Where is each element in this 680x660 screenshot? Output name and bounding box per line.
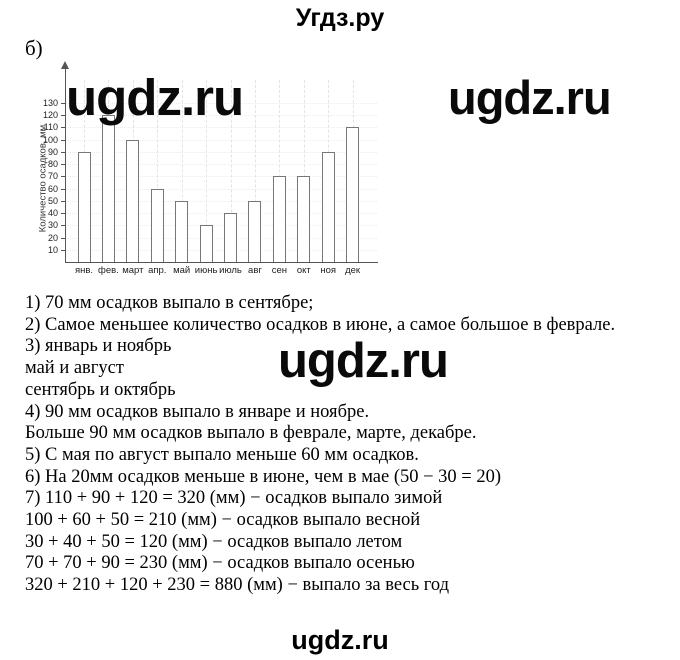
y-tick-mark — [61, 176, 66, 178]
bar-дек — [346, 127, 360, 262]
answer-line: 3) январь и ноябрь — [25, 336, 172, 357]
answer-line: май и август — [25, 358, 124, 379]
chart-watermark: ugdz.ru — [66, 69, 244, 126]
y-axis-arrow — [61, 61, 69, 69]
v-gridline — [181, 80, 183, 262]
answer-line: 30 + 40 + 50 = 120 (мм) − осадков выпало… — [25, 531, 403, 552]
y-tick-label: 110 — [43, 122, 58, 133]
v-gridline — [279, 80, 281, 262]
y-tick-mark — [61, 115, 66, 116]
h-gridline — [66, 200, 377, 202]
bar-окт — [297, 176, 311, 262]
h-gridline — [66, 188, 377, 190]
month-label: янв. — [74, 265, 94, 276]
precipitation-bar-chart: Количество осадков, мм 10 20 30 40 50 60 70 80 9… — [0, 55, 400, 295]
y-tick-label: 130 — [42, 97, 58, 108]
h-gridline — [66, 164, 377, 165]
y-tick-label: 30 — [47, 220, 58, 231]
answer-line: 1) 70 мм осадков выпало в сентябре; — [25, 293, 314, 313]
y-tick-label: 40 — [47, 208, 58, 218]
v-gridline — [303, 80, 305, 262]
y-tick-mark — [61, 102, 66, 104]
h-gridline — [66, 225, 377, 227]
h-gridline — [66, 102, 377, 104]
y-tick-label: 50 — [47, 195, 58, 206]
footer-watermark: ugdz.ru — [291, 625, 389, 655]
h-gridline — [66, 176, 377, 178]
y-tick-mark — [61, 127, 66, 129]
bar-март — [126, 139, 140, 262]
month-label: май — [173, 265, 191, 276]
month-label: дек — [345, 265, 361, 276]
answer-line: сентябрь и октябрь — [25, 379, 176, 400]
month-label: июнь — [194, 265, 218, 276]
month-label: апр. — [148, 265, 167, 276]
month-label: март — [122, 265, 144, 276]
answer-line: 5) С мая по август выпало меньше 60 мм о… — [25, 444, 419, 465]
answer-line: 4) 90 мм осадков выпало в январе и ноябр… — [25, 401, 370, 422]
y-tick-label: 70 — [47, 171, 58, 182]
h-gridline — [66, 151, 377, 153]
answer-line: 320 + 210 + 120 + 230 = 880 (мм) − выпал… — [25, 575, 450, 596]
y-tick-mark — [61, 249, 66, 251]
bar-апр — [150, 188, 164, 262]
bar-июль — [224, 213, 238, 262]
y-axis-line — [65, 69, 66, 262]
y-tick-mark — [61, 164, 66, 165]
answer-line: 2) Самое меньшее количество осадков в ию… — [25, 314, 616, 335]
bar-июнь — [199, 225, 213, 262]
x-axis-line — [65, 262, 378, 263]
bar-янв — [77, 151, 91, 262]
y-tick-mark — [61, 225, 66, 227]
month-label: фев. — [98, 265, 119, 276]
bar-сен — [272, 176, 286, 262]
y-tick-mark — [61, 151, 66, 153]
month-label: сен — [271, 265, 287, 276]
v-gridline — [254, 80, 256, 262]
h-gridline — [66, 249, 377, 251]
h-gridline — [66, 237, 377, 239]
v-gridline — [157, 80, 159, 262]
site-title-watermark: Угдз.ру — [295, 4, 385, 32]
h-gridline — [66, 213, 377, 214]
h-gridline — [66, 127, 377, 129]
right-watermark: ugdz.ru — [448, 71, 612, 124]
y-tick-label: 20 — [47, 232, 58, 243]
answers-block: 1) 70 мм осадков выпало в сентябре; 2) С… — [25, 293, 670, 597]
answer-line: 7) 110 + 90 + 120 = 320 (мм) − осадков в… — [25, 488, 443, 509]
answer-line: Больше 90 мм осадков выпало в феврале, м… — [25, 423, 477, 444]
y-tick-label: 80 — [47, 159, 58, 169]
h-gridline — [66, 139, 377, 141]
bar-авг — [248, 200, 262, 262]
answer-line: 6) На 20мм осадков меньше в июне, чем в … — [25, 466, 502, 487]
y-tick-label: 120 — [42, 110, 58, 120]
answer-line: 70 + 70 + 90 = 230 (мм) − осадков выпало… — [25, 553, 415, 574]
y-tick-mark — [61, 237, 66, 239]
y-tick-label: 100 — [42, 134, 58, 145]
month-label: окт — [296, 265, 311, 276]
y-tick-mark — [61, 139, 66, 141]
month-label: авг — [248, 265, 262, 276]
part-label: б) — [25, 36, 43, 60]
bar-фев — [101, 115, 115, 262]
bar-май — [175, 200, 189, 262]
middle-watermark: ugdz.ru — [278, 334, 449, 388]
v-gridline — [230, 80, 232, 262]
month-label: ноя — [320, 265, 337, 276]
y-tick-label: 60 — [47, 183, 58, 194]
v-gridline — [206, 80, 208, 262]
y-tick-mark — [61, 213, 66, 214]
y-tick-label: 10 — [47, 244, 58, 255]
answer-line: 100 + 60 + 50 = 210 (мм) − осадков выпал… — [25, 510, 421, 531]
y-tick-mark — [61, 200, 66, 202]
y-tick-mark — [61, 188, 66, 190]
month-label: июль — [219, 265, 242, 276]
bar-ноя — [321, 151, 335, 262]
h-gridline — [66, 115, 377, 116]
y-tick-label: 90 — [47, 146, 58, 157]
